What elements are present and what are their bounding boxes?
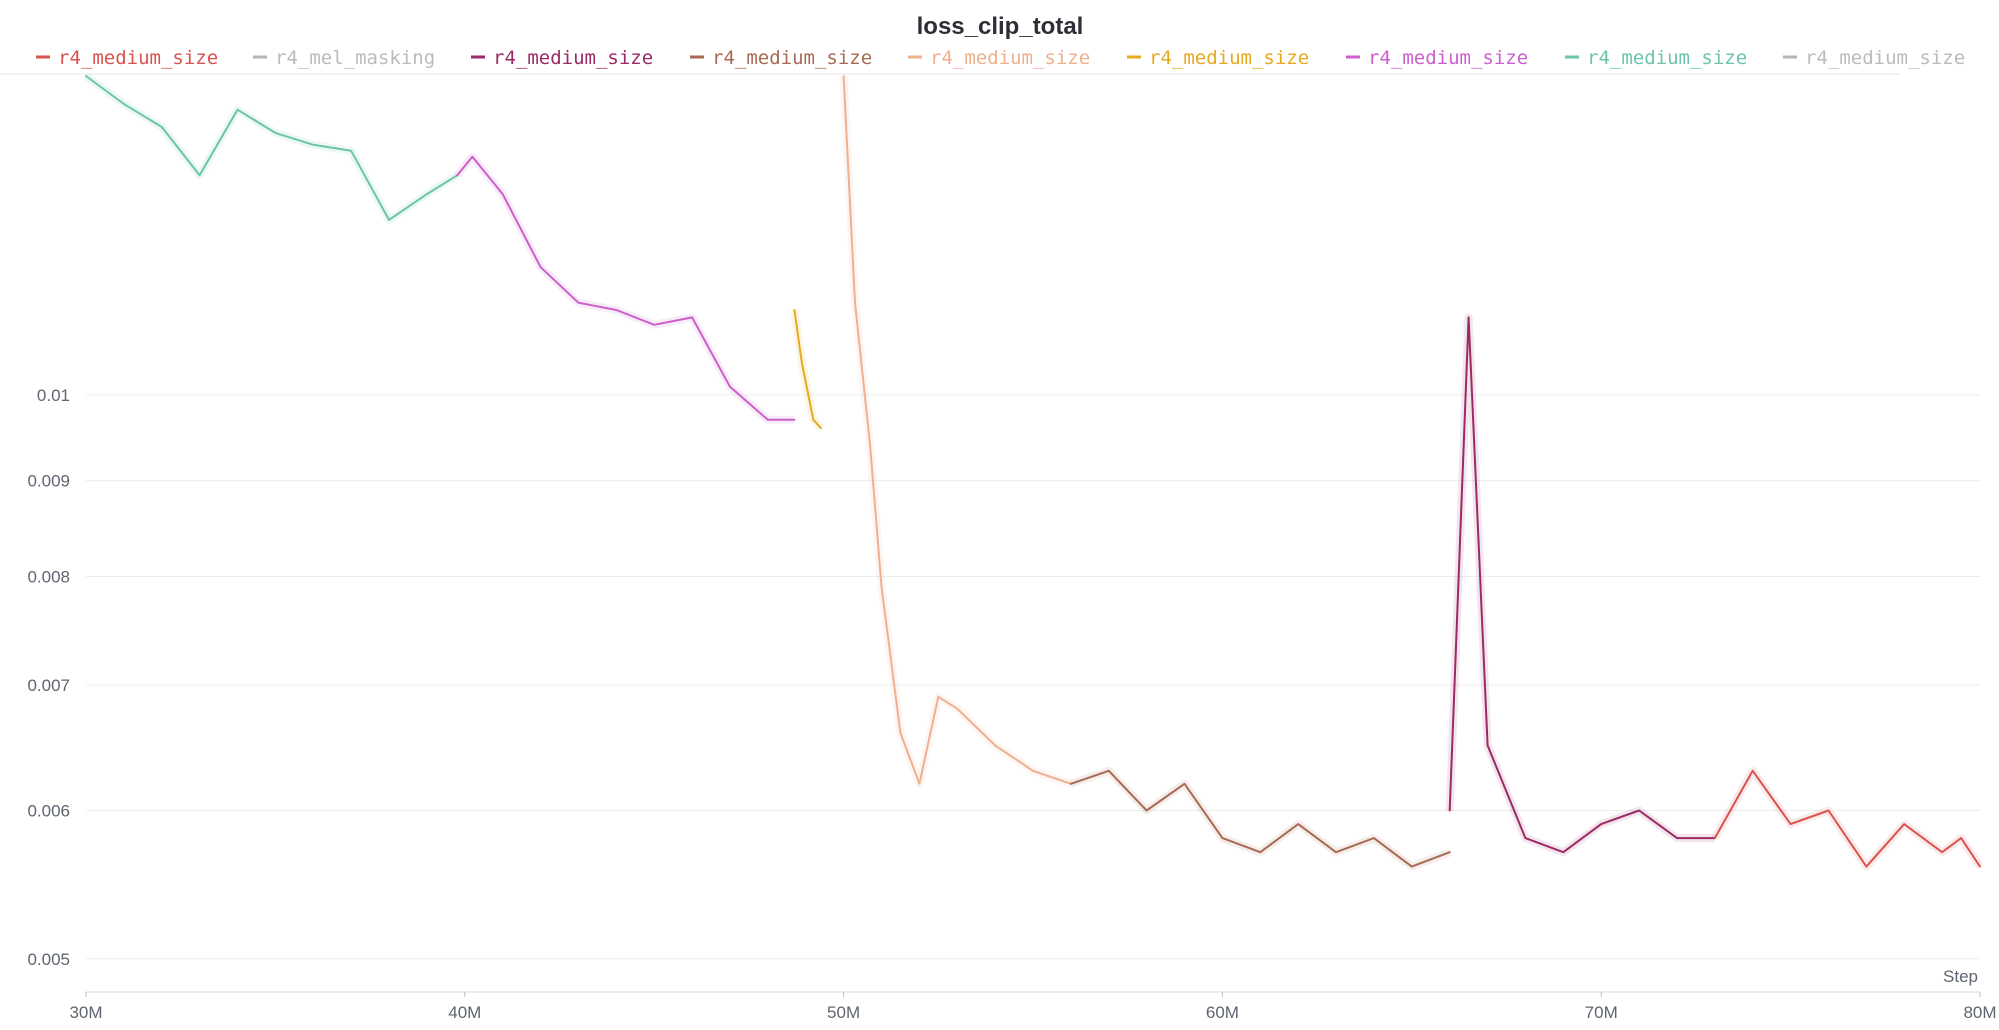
x-tick-label-3: 60M: [1206, 1003, 1239, 1022]
series-band-2: [790, 309, 824, 431]
y-tick-label-1: 0.006: [27, 801, 70, 820]
series-line-6[interactable]: [1713, 769, 1981, 868]
legend-item-0[interactable]: r4_medium_size: [58, 47, 218, 69]
series-band-1: [454, 152, 795, 424]
x-tick-label-0: 30M: [69, 1003, 102, 1022]
legend-item-6[interactable]: r4_medium_size: [1368, 47, 1528, 69]
x-tick-label-2: 50M: [827, 1003, 860, 1022]
legend-item-3[interactable]: r4_medium_size: [712, 47, 872, 69]
y-tick-label-2: 0.007: [27, 676, 70, 695]
x-axis-label: Step: [1943, 967, 1978, 986]
series-line-2[interactable]: [793, 309, 822, 430]
y-tick-label-0: 0.005: [27, 950, 70, 969]
chart-title: loss_clip_total: [917, 13, 1084, 40]
series-line-0[interactable]: [85, 75, 459, 221]
series-line-5[interactable]: [1448, 316, 1716, 854]
plot-area: [83, 72, 1984, 871]
x-axis: 30M 40M 50M 60M 70M 80M: [69, 991, 1997, 1022]
y-tick-label-4: 0.009: [27, 472, 70, 491]
series-line-3[interactable]: [842, 75, 1072, 785]
series-line-1[interactable]: [456, 155, 796, 421]
legend-item-7[interactable]: r4_medium_size: [1587, 47, 1747, 69]
grid: [86, 394, 1980, 960]
x-tick-label-5: 80M: [1963, 1003, 1996, 1022]
y-tick-label-5: 0.01: [37, 386, 70, 405]
series-band-5: [1445, 313, 1715, 857]
legend-item-1[interactable]: r4_mel_masking: [275, 47, 435, 69]
y-axis: 0.005 0.006 0.007 0.008 0.009 0.01: [27, 386, 70, 969]
legend-item-5[interactable]: r4_medium_size: [1149, 47, 1309, 69]
series-line-4[interactable]: [1069, 769, 1451, 868]
series-band-6: [1711, 766, 1984, 871]
y-tick-label-3: 0.008: [27, 567, 70, 586]
x-tick-label-4: 70M: [1585, 1003, 1618, 1022]
legend-item-2[interactable]: r4_medium_size: [493, 47, 653, 69]
x-tick-label-1: 40M: [448, 1003, 481, 1022]
legend-item-4[interactable]: r4_medium_size: [930, 47, 1090, 69]
legend: r4_medium_size r4_mel_masking r4_medium_si…: [36, 47, 1965, 69]
series-band-3: [839, 75, 1073, 788]
series-band-0: [83, 72, 460, 224]
legend-item-8[interactable]: r4_medium_size: [1805, 47, 1965, 69]
